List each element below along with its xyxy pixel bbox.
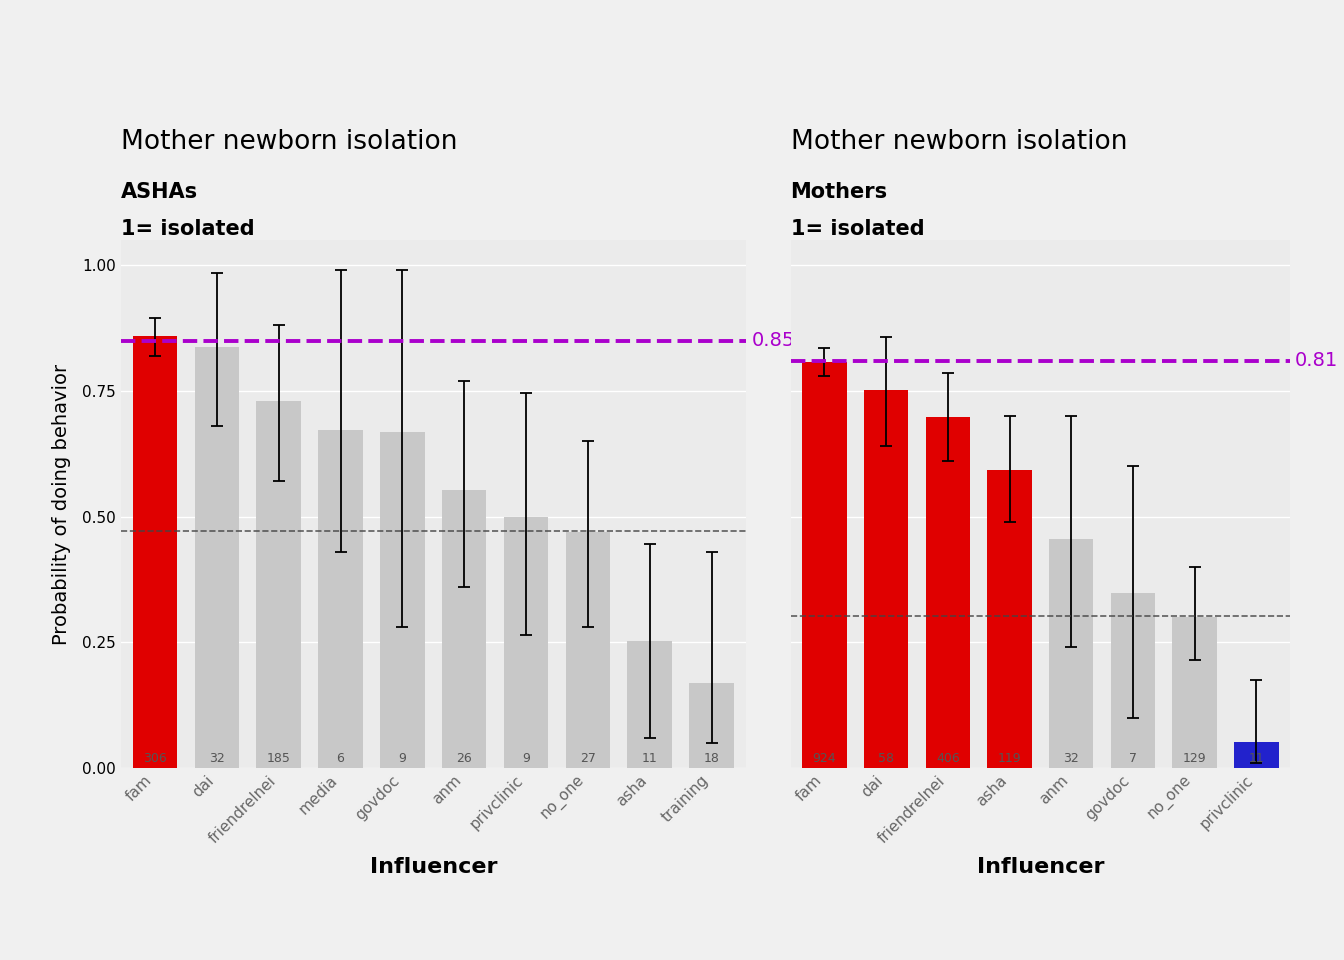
Bar — [926, 417, 970, 768]
Text: 6: 6 — [336, 753, 344, 765]
Bar — [1110, 593, 1154, 768]
Text: ASHAs: ASHAs — [121, 182, 198, 202]
Text: 32: 32 — [208, 753, 224, 765]
Bar — [566, 532, 610, 768]
Text: Mothers: Mothers — [790, 182, 887, 202]
Bar — [319, 430, 363, 768]
Text: 129: 129 — [1183, 753, 1207, 765]
Bar — [380, 432, 425, 768]
Bar — [988, 470, 1032, 768]
Text: 26: 26 — [457, 753, 472, 765]
Text: 32: 32 — [1063, 753, 1079, 765]
Bar — [504, 516, 548, 768]
Bar — [864, 390, 909, 768]
Text: Mother newborn isolation: Mother newborn isolation — [121, 130, 457, 156]
Text: Mother newborn isolation: Mother newborn isolation — [790, 130, 1128, 156]
Bar — [802, 362, 847, 768]
Text: 185: 185 — [266, 753, 290, 765]
X-axis label: Influencer: Influencer — [977, 857, 1105, 876]
Bar — [442, 490, 487, 768]
Text: 11: 11 — [642, 753, 657, 765]
Text: 58: 58 — [878, 753, 894, 765]
Bar — [628, 641, 672, 768]
Text: 924: 924 — [813, 753, 836, 765]
Text: 18: 18 — [704, 753, 719, 765]
X-axis label: Influencer: Influencer — [370, 857, 497, 876]
Text: 7: 7 — [1129, 753, 1137, 765]
Text: 1= isolated: 1= isolated — [121, 219, 254, 239]
Bar — [1234, 742, 1278, 768]
Text: 306: 306 — [142, 753, 167, 765]
Text: 9: 9 — [521, 753, 530, 765]
Text: 406: 406 — [935, 753, 960, 765]
Text: 0.85: 0.85 — [751, 331, 796, 350]
Text: 0.81: 0.81 — [1296, 351, 1339, 371]
Bar — [689, 683, 734, 768]
Bar — [133, 336, 177, 768]
Bar — [1172, 617, 1216, 768]
Text: 1= isolated: 1= isolated — [790, 219, 925, 239]
Text: 27: 27 — [581, 753, 595, 765]
Y-axis label: Probability of doing behavior: Probability of doing behavior — [52, 364, 71, 644]
Text: 119: 119 — [997, 753, 1021, 765]
Text: 11: 11 — [1249, 753, 1265, 765]
Bar — [1050, 540, 1094, 768]
Bar — [257, 401, 301, 768]
Text: 9: 9 — [398, 753, 406, 765]
Bar — [195, 347, 239, 768]
